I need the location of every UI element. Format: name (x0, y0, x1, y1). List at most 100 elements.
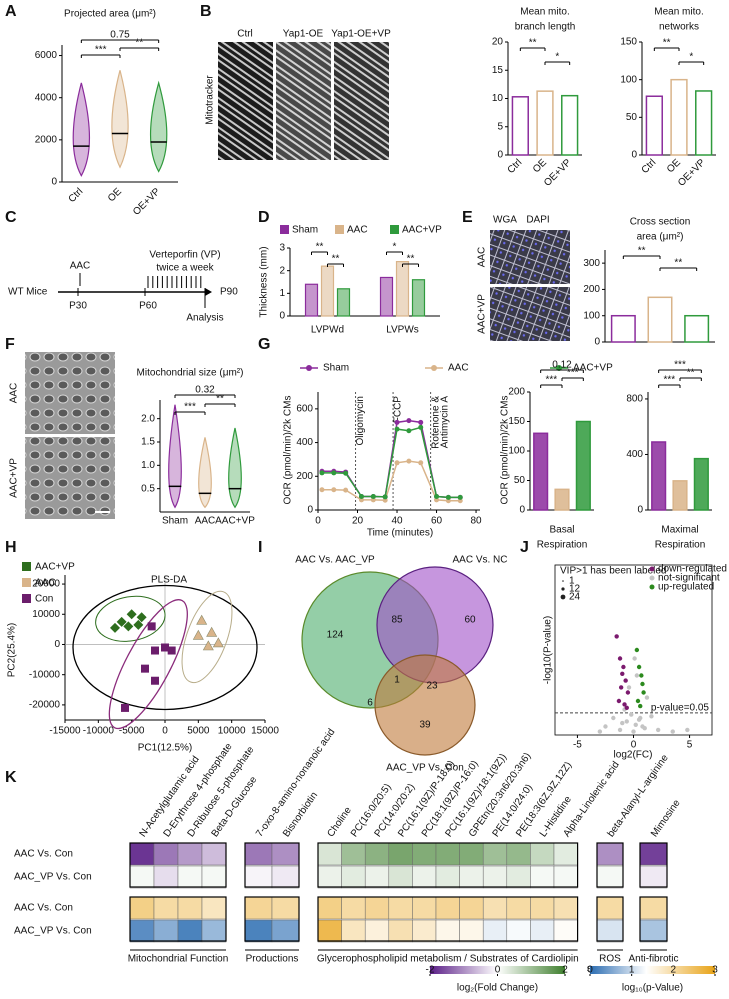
point (319, 470, 325, 476)
legend-marker (649, 575, 655, 581)
legend-label: AAC+VP (35, 562, 75, 573)
x-tick-label: OE (531, 157, 549, 175)
point (141, 664, 149, 673)
y-tick-label: -10000 (29, 669, 61, 680)
note: VIP>1 has been labeled (560, 566, 666, 577)
heatmap-cell (129, 865, 155, 889)
venn-set (374, 654, 476, 756)
bar (651, 441, 667, 511)
micrograph (276, 42, 331, 160)
y-tick-label: 20000 (32, 579, 60, 590)
y-tick-label: 400 (626, 449, 643, 460)
x-axis-label: Respiration (655, 540, 706, 551)
point (616, 698, 622, 704)
heatmap-cell (435, 919, 460, 943)
group-label: Anti-fibrotic (628, 954, 678, 965)
y-tick-label: 0 (594, 337, 600, 348)
significance-label: * (393, 242, 397, 253)
point (603, 724, 608, 729)
colorbar-tick-label: 1 (629, 965, 635, 976)
legend-marker (306, 365, 312, 371)
heatmap-cell (153, 896, 179, 920)
point (621, 664, 626, 670)
heatmap-cell (244, 865, 273, 889)
violin (149, 80, 168, 173)
panel-letter: E (462, 209, 473, 226)
point (597, 729, 603, 734)
panel-letter: H (5, 539, 17, 556)
venn-count: 6 (367, 698, 373, 709)
y-axis-label: PC2(25.4%) (7, 623, 18, 677)
threshold-label: p-value=0.05 (651, 703, 710, 714)
bar (511, 96, 529, 156)
size-legend (561, 587, 565, 591)
heatmap-cell (388, 842, 413, 866)
significance-label: *** (184, 402, 196, 413)
heatmap-cell (317, 865, 342, 889)
bar (647, 296, 673, 343)
heatmap-cell (459, 865, 484, 889)
venn-count: 1 (394, 675, 400, 686)
heatmap-cell (596, 919, 624, 943)
y-axis-label: -log10(P-value) (543, 616, 554, 684)
heatmap-cell (201, 865, 227, 889)
legend-label: not-significant (658, 573, 720, 584)
point (620, 720, 625, 726)
heatmap-cell (201, 919, 227, 943)
colorbar-label: log₂(Fold Change) (457, 983, 538, 994)
legend-swatch (22, 578, 31, 587)
significance-label: ** (674, 258, 682, 269)
heatmap-cell (201, 842, 227, 866)
point (196, 614, 208, 625)
legend-label: Sham (323, 363, 349, 374)
point (123, 621, 134, 632)
x-tick-label: Ctrl (640, 157, 659, 176)
row-label: AAC_VP Vs. Con (14, 926, 92, 937)
heatmap-cell (317, 842, 342, 866)
heatmap-cell (388, 865, 413, 889)
point (434, 494, 440, 500)
stain-label: DAPI (526, 215, 549, 226)
x-tick-label: 5000 (187, 726, 210, 737)
row-label: AAC+VP (9, 458, 20, 498)
point (206, 626, 218, 637)
heatmap-cell (412, 919, 437, 943)
point (685, 727, 690, 733)
x-tick-label: LVPWs (386, 325, 419, 336)
point (625, 690, 631, 695)
heatmap-cell (271, 896, 300, 920)
timepoint-label: P60 (139, 301, 157, 312)
point (382, 494, 388, 500)
x-tick-label: 20 (352, 516, 364, 527)
heatmap-cell (596, 842, 624, 866)
y-tick-label: 1.0 (141, 460, 155, 471)
set-label: AAC Vs. AAC_VP (295, 555, 375, 566)
violin (72, 82, 91, 177)
heatmap-cell (530, 919, 555, 943)
bar (693, 457, 709, 511)
y-tick-label: 800 (626, 394, 643, 405)
row-label: AAC Vs. Con (14, 903, 73, 914)
y-tick-label: 0 (497, 150, 503, 161)
legend-label: AAC+VP (573, 363, 613, 374)
violin (111, 70, 129, 169)
x-tick-label: 80 (470, 516, 482, 527)
bar (610, 314, 636, 343)
legend-label: AAC (347, 225, 368, 236)
point (192, 629, 204, 640)
panel-letter: C (5, 209, 17, 226)
panel-letter: K (5, 769, 17, 786)
y-tick-label: 5 (497, 121, 503, 132)
x-axis-label: Respiration (537, 540, 588, 551)
significance-label: ** (332, 254, 340, 265)
x-tick-label: OE+VP (676, 157, 708, 189)
heatmap-cell (553, 865, 578, 889)
x-tick-label: 60 (431, 516, 443, 527)
row-label: Mitotracker (205, 75, 216, 125)
x-tick-label: 0 (162, 726, 168, 737)
bar (411, 279, 426, 317)
injection-label: Antimycin A (439, 396, 450, 449)
size-legend-label: 1 (569, 576, 575, 587)
point (649, 714, 654, 719)
point (639, 673, 644, 678)
